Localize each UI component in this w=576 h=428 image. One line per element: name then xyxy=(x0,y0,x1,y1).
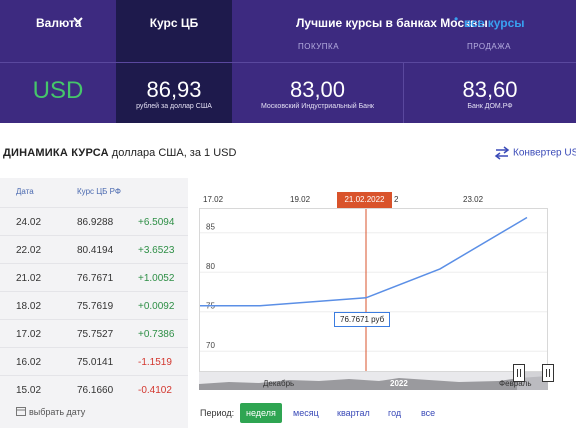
currency-selector[interactable]: Валюта xyxy=(0,0,116,62)
row-change: -1.1519 xyxy=(138,357,172,368)
column-header-date: Дата xyxy=(16,187,34,196)
row-rate: 76.1660 xyxy=(77,385,114,396)
rate-chart[interactable]: 17.02 19.02 2 23.02 21.02.2022 85 80 75 70 76.… xyxy=(199,190,554,390)
row-rate: 75.7619 xyxy=(77,301,114,312)
dynamics-title: ДИНАМИКА КУРСА доллара США, за 1 USD xyxy=(3,147,236,159)
x-tick-label: 2 xyxy=(394,195,399,204)
period-label: Период: xyxy=(200,408,235,418)
pick-date-button[interactable]: выбрать дату xyxy=(16,406,85,417)
rates-panel: Валюта Курс ЦБ Лучшие курсы в банках Мос… xyxy=(0,0,576,123)
cb-rate-title: Курс ЦБ xyxy=(149,16,199,30)
table-row[interactable]: 17.02 75.7527 +0.7386 xyxy=(0,319,188,346)
best-rates-header: Лучшие курсы в банках Москвы • все курсы xyxy=(232,0,576,62)
row-date: 17.02 xyxy=(16,329,42,340)
swap-arrows-icon xyxy=(494,146,510,160)
converter-link[interactable]: Конвертер USD xyxy=(494,146,576,160)
period-year[interactable]: год xyxy=(388,408,402,418)
plot-area[interactable]: 85 80 75 70 76.7671 руб xyxy=(199,208,548,372)
table-row[interactable]: 24.02 86.9288 +6.5094 xyxy=(0,207,188,234)
row-rate: 76.7671 xyxy=(77,273,114,284)
period-all[interactable]: все xyxy=(421,408,436,418)
x-axis: 17.02 19.02 2 23.02 xyxy=(199,190,548,208)
cb-rate-note: рублей за доллар США xyxy=(136,103,212,110)
x-tick-label: 17.02 xyxy=(203,195,224,204)
row-rate: 86.9288 xyxy=(77,217,114,228)
currency-selector-label: Валюта xyxy=(36,16,82,30)
buy-rate-value: 83,00 xyxy=(289,77,346,102)
row-change: +6.5094 xyxy=(138,217,175,228)
row-change: +1.0052 xyxy=(138,273,175,284)
range-navigator[interactable]: Декабрь 2022 Февраль xyxy=(199,364,554,390)
row-date: 15.02 xyxy=(16,385,42,396)
table-row[interactable]: 22.02 80.4194 +3.6523 xyxy=(0,235,188,262)
navigator-label-dec: Декабрь xyxy=(263,379,295,388)
currency-code-text: USD xyxy=(32,77,84,104)
buy-column-label: ПОКУПКА xyxy=(298,42,340,51)
dynamics-title-bold: ДИНАМИКА КУРСА xyxy=(3,147,109,159)
table-row[interactable]: 18.02 75.7619 +0.0092 xyxy=(0,291,188,318)
calendar-icon xyxy=(16,407,26,416)
sell-rate-cell[interactable]: 83,60 Банк ДОМ.РФ xyxy=(404,63,576,123)
best-rates-title: Лучшие курсы в банках Москвы xyxy=(296,16,488,30)
buy-rate-cell[interactable]: 83,00 Московский Индустриальный Банк xyxy=(232,63,404,123)
navigator-label-feb: Февраль xyxy=(499,379,532,388)
x-tick-label: 19.02 xyxy=(290,195,311,204)
row-rate: 75.7527 xyxy=(77,329,114,340)
cb-rate-value: 86,93 xyxy=(146,77,202,102)
period-month[interactable]: месяц xyxy=(293,408,319,418)
row-rate: 80.4194 xyxy=(77,245,114,256)
row-date: 16.02 xyxy=(16,357,42,368)
cb-rate-header: Курс ЦБ xyxy=(116,0,232,62)
buy-bank-name: Московский Индустриальный Банк xyxy=(260,103,374,110)
x-tick-label: 23.02 xyxy=(463,195,484,204)
dynamics-title-rest: доллара США, за 1 USD xyxy=(108,147,237,159)
range-handle-left[interactable] xyxy=(513,364,525,382)
row-date: 24.02 xyxy=(16,217,42,228)
row-change: +0.0092 xyxy=(138,301,175,312)
panel-divider xyxy=(0,62,576,63)
navigator-label-year: 2022 xyxy=(390,379,408,388)
sell-rate-value: 83,60 xyxy=(462,77,518,102)
range-handle-right[interactable] xyxy=(542,364,554,382)
table-row[interactable]: 16.02 75.0141 -1.1519 xyxy=(0,347,188,374)
selected-date-badge: 21.02.2022 xyxy=(337,192,392,208)
row-change: +0.7386 xyxy=(138,329,175,340)
row-date: 18.02 xyxy=(16,301,42,312)
y-tick-label: 80 xyxy=(206,262,215,271)
y-tick-label: 85 xyxy=(206,223,215,232)
row-rate: 75.0141 xyxy=(77,357,114,368)
period-quarter[interactable]: квартал xyxy=(337,408,370,418)
all-rates-link[interactable]: все курсы xyxy=(464,16,525,30)
cb-rate-cell: 86,93 рублей за доллар США xyxy=(116,63,232,123)
chevron-down-icon xyxy=(73,17,83,24)
row-date: 21.02 xyxy=(16,273,42,284)
period-week[interactable]: неделя xyxy=(240,403,282,423)
chart-tooltip: 76.7671 руб xyxy=(334,312,391,327)
bullet-dot: • xyxy=(454,12,459,26)
y-tick-label: 70 xyxy=(206,341,215,350)
column-header-rate: Курс ЦБ РФ xyxy=(77,187,121,196)
row-date: 22.02 xyxy=(16,245,42,256)
pick-date-label: выбрать дату xyxy=(29,407,86,417)
converter-link-label: Конвертер USD xyxy=(513,147,576,159)
navigator-sparkline xyxy=(199,372,548,390)
rate-history-table: Дата Курс ЦБ РФ 24.02 86.9288 +6.5094 22.02… xyxy=(0,178,188,428)
sell-bank-name: Банк ДОМ.РФ xyxy=(467,103,513,110)
currency-code: USD xyxy=(0,63,116,123)
table-row[interactable]: 15.02 76.1660 -0.4102 xyxy=(0,375,188,402)
row-change: +3.6523 xyxy=(138,245,175,256)
table-row[interactable]: 21.02 76.7671 +1.0052 xyxy=(0,263,188,290)
sell-column-label: ПРОДАЖА xyxy=(467,42,511,51)
series-line xyxy=(200,216,528,307)
row-change: -0.4102 xyxy=(138,385,172,396)
